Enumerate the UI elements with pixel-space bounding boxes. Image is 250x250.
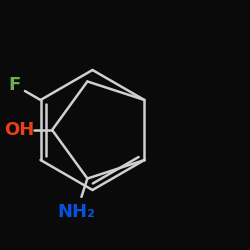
Text: OH: OH (4, 121, 35, 139)
Text: NH₂: NH₂ (58, 203, 96, 221)
Text: F: F (8, 76, 21, 94)
